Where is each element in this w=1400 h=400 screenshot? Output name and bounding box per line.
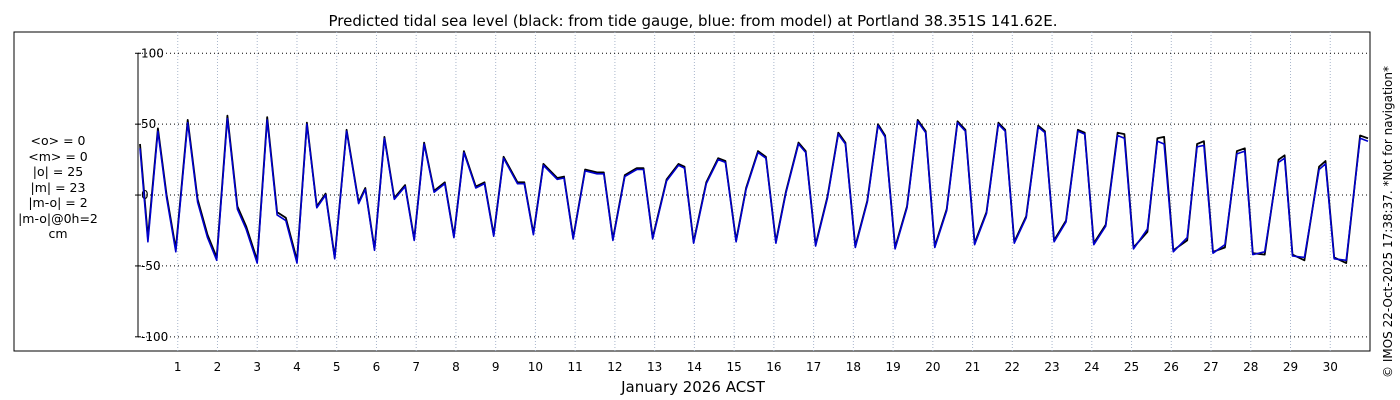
y-tick-label: 100 [141,46,164,60]
x-tick-label: 8 [452,360,460,374]
stats-line: |m| = 23 [30,179,86,195]
y-tick-label: -50 [141,259,161,273]
stats-line: <m> = 0 [28,148,88,164]
chart-title: Predicted tidal sea level (black: from t… [328,12,1057,30]
x-tick-label: 21 [965,360,980,374]
x-tick-label: 19 [885,360,900,374]
x-tick-label: 9 [492,360,500,374]
x-tick-label: 25 [1124,360,1139,374]
x-tick-label: 27 [1203,360,1218,374]
x-tick-label: 3 [253,360,261,374]
x-tick-label: 17 [806,360,821,374]
x-tick-label: 16 [766,360,781,374]
outer-frame [13,31,1371,352]
x-tick-label: 28 [1243,360,1258,374]
x-tick-label: 15 [726,360,741,374]
x-tick-label: 4 [293,360,301,374]
x-tick-label: 7 [412,360,420,374]
stats-line: |m-o|@0h=2 [18,210,98,226]
y-tick-label: 50 [141,117,156,131]
x-tick-label: 24 [1084,360,1099,374]
stats-line: cm [48,226,68,241]
x-tick-label: 13 [647,360,662,374]
x-tick-label: 30 [1323,360,1338,374]
x-tick-label: 2 [214,360,222,374]
x-tick-label: 20 [925,360,940,374]
x-tick-label: 11 [568,360,583,374]
x-tick-label: 6 [373,360,381,374]
x-tick-label: 5 [333,360,341,374]
series-line-model [139,117,1369,264]
x-tick-label: 29 [1283,360,1298,374]
x-tick-label: 18 [846,360,861,374]
x-tick-label: 23 [1044,360,1059,374]
y-tick-label: -100 [141,330,168,344]
x-tick-label: 14 [687,360,702,374]
stats-box: <o> = 0 <m> = 0 |o| = 25 |m| = 23 |m-o| = 2 |… [8,133,108,242]
x-tick-label: 10 [528,360,543,374]
x-tick-label: 1 [174,360,182,374]
x-axis-label: January 2026 ACST [620,378,766,396]
x-tick-label: 22 [1005,360,1020,374]
x-tick-label: 26 [1164,360,1179,374]
stats-line: |o| = 25 [32,164,84,179]
copyright-note: © IMOS 22-Oct-2025 17:38:37. *Not for na… [1381,66,1395,378]
x-tick-label: 12 [607,360,622,374]
stats-line: |m-o| = 2 [28,195,88,210]
stats-line: <o> = 0 [30,133,86,148]
